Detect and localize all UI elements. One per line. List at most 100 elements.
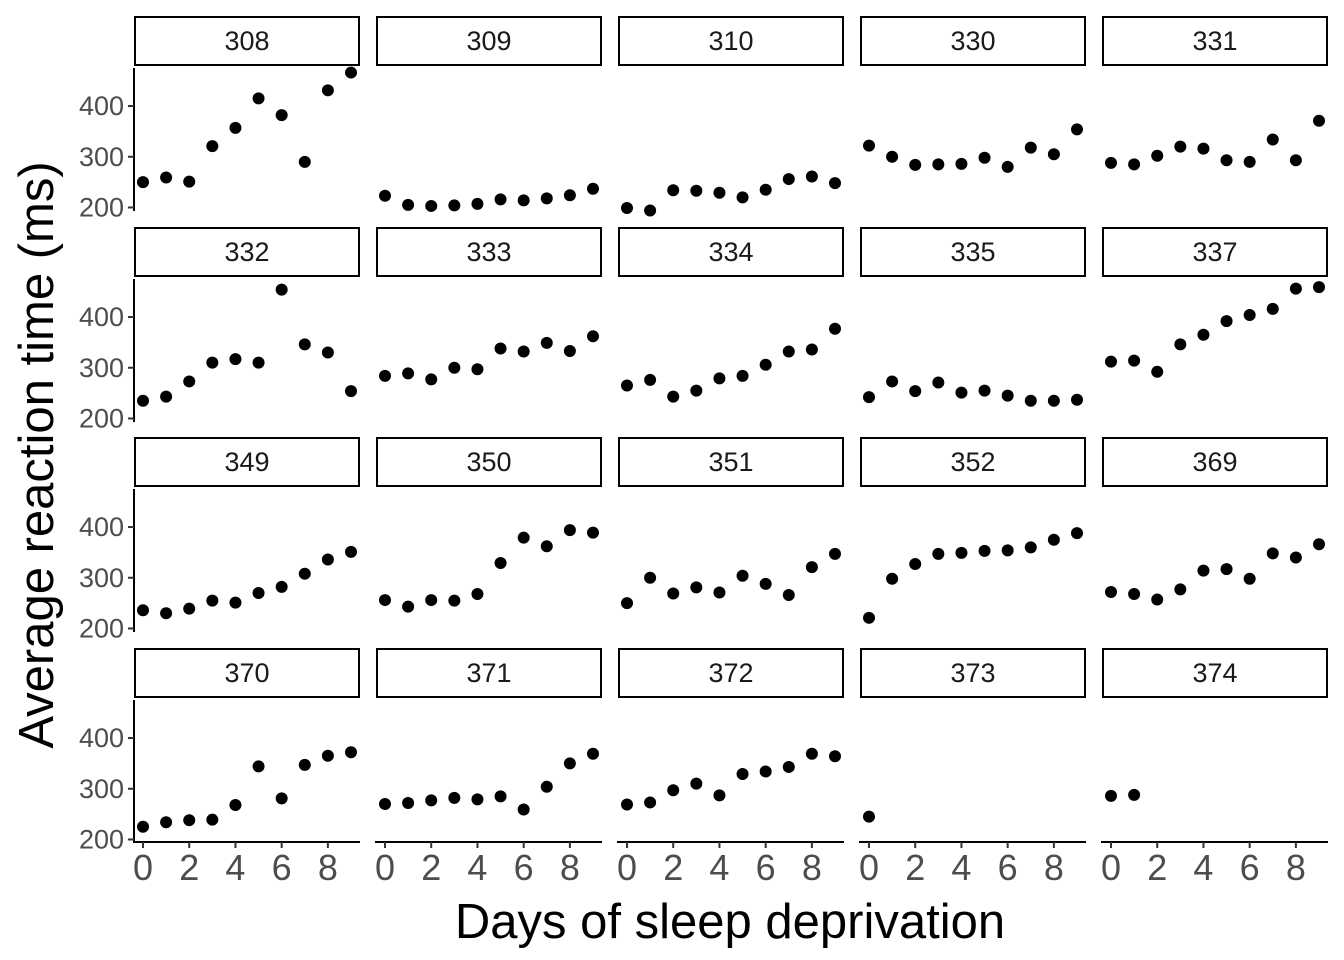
data-point [713,186,726,199]
facet-panel-352: 352 [860,437,1086,624]
strip-box [618,437,844,487]
data-point [517,194,530,207]
x-tick-label: 6 [514,847,534,888]
data-point [621,597,633,610]
facet-panel-371: 371 0 2 4 6 8 [375,648,602,888]
strip-label: 308 [224,26,269,56]
data-point [379,189,391,202]
x-tick-label: 0 [617,847,637,888]
data-point [759,765,772,778]
data-point [863,611,875,624]
data-point [667,784,680,797]
y-tick-label: 400 [79,302,124,332]
data-point [644,373,657,386]
data-point [713,586,726,599]
data-point [1266,133,1279,146]
data-point [298,567,311,580]
data-point [275,283,288,296]
data-point [379,797,391,810]
x-tick-label: 6 [272,847,292,888]
data-point [1128,587,1141,600]
data-point [1266,302,1279,315]
data-point [425,199,438,212]
data-point [1289,154,1302,167]
strip-label: 309 [466,26,511,56]
data-point [448,199,461,212]
data-point [909,158,922,171]
strip-box [618,16,844,66]
data-point [379,369,391,382]
data-point [517,531,530,544]
facet-panel-309: 309 [376,16,602,212]
x-tick-label: 0 [133,847,153,888]
data-point [1266,547,1279,560]
y-tick-label: 300 [79,142,124,172]
data-point [690,777,703,790]
data-point [494,342,507,355]
data-point [1151,149,1164,162]
data-point [206,356,219,369]
data-point [667,184,680,197]
data-point [1313,538,1325,551]
y-tick-label: 400 [79,512,124,542]
data-point [321,346,334,359]
x-tick-label: 0 [1101,847,1121,888]
data-point [345,66,357,79]
data-point [471,587,484,600]
strip-box [1102,648,1328,698]
facet-panel-374: 374 0 2 4 6 8 [1101,648,1328,888]
data-point [448,594,461,607]
data-point [1047,148,1060,161]
strip-box [860,16,1086,66]
data-point [690,581,703,594]
data-point [1001,160,1014,173]
data-point [1289,551,1302,564]
data-point [321,749,334,762]
strip-box [860,648,1086,698]
data-point [1047,394,1060,407]
facet-panel-310: 310 [618,16,844,217]
strip-box [134,437,360,487]
data-point [932,547,945,560]
strip-box [376,227,602,277]
data-point [1151,593,1164,606]
data-point [275,792,288,805]
data-point [829,177,841,190]
data-point [494,557,507,570]
x-tick-label: 4 [467,847,487,888]
data-point [379,594,391,607]
data-point [955,546,968,559]
x-tick-label: 8 [802,847,822,888]
strip-label: 371 [466,658,511,688]
strip-box [618,648,844,698]
data-point [667,390,680,403]
data-point [275,580,288,593]
data-point [713,372,726,385]
facet-panel-332: 332 200 300 400 [79,227,360,433]
data-point [494,790,507,803]
x-tick-label: 0 [859,847,879,888]
data-point [782,760,795,773]
data-point [829,750,841,763]
y-tick-label: 200 [79,403,124,433]
data-point [183,602,196,615]
data-point [1243,155,1256,168]
data-point [402,367,415,380]
data-point [805,747,818,760]
data-point [886,375,899,388]
data-point [1105,355,1117,368]
data-point [644,796,657,809]
x-tick-label: 4 [709,847,729,888]
data-point [1024,141,1037,154]
data-point [782,588,795,601]
strip-box [134,16,360,66]
y-tick-label: 400 [79,91,124,121]
data-point [402,198,415,211]
x-axis-title: Days of sleep deprivation [455,895,1005,949]
data-point [736,191,749,204]
data-point [644,571,657,584]
facet-panel-369: 369 [1102,437,1328,606]
data-point [932,376,945,389]
data-point [1243,572,1256,585]
